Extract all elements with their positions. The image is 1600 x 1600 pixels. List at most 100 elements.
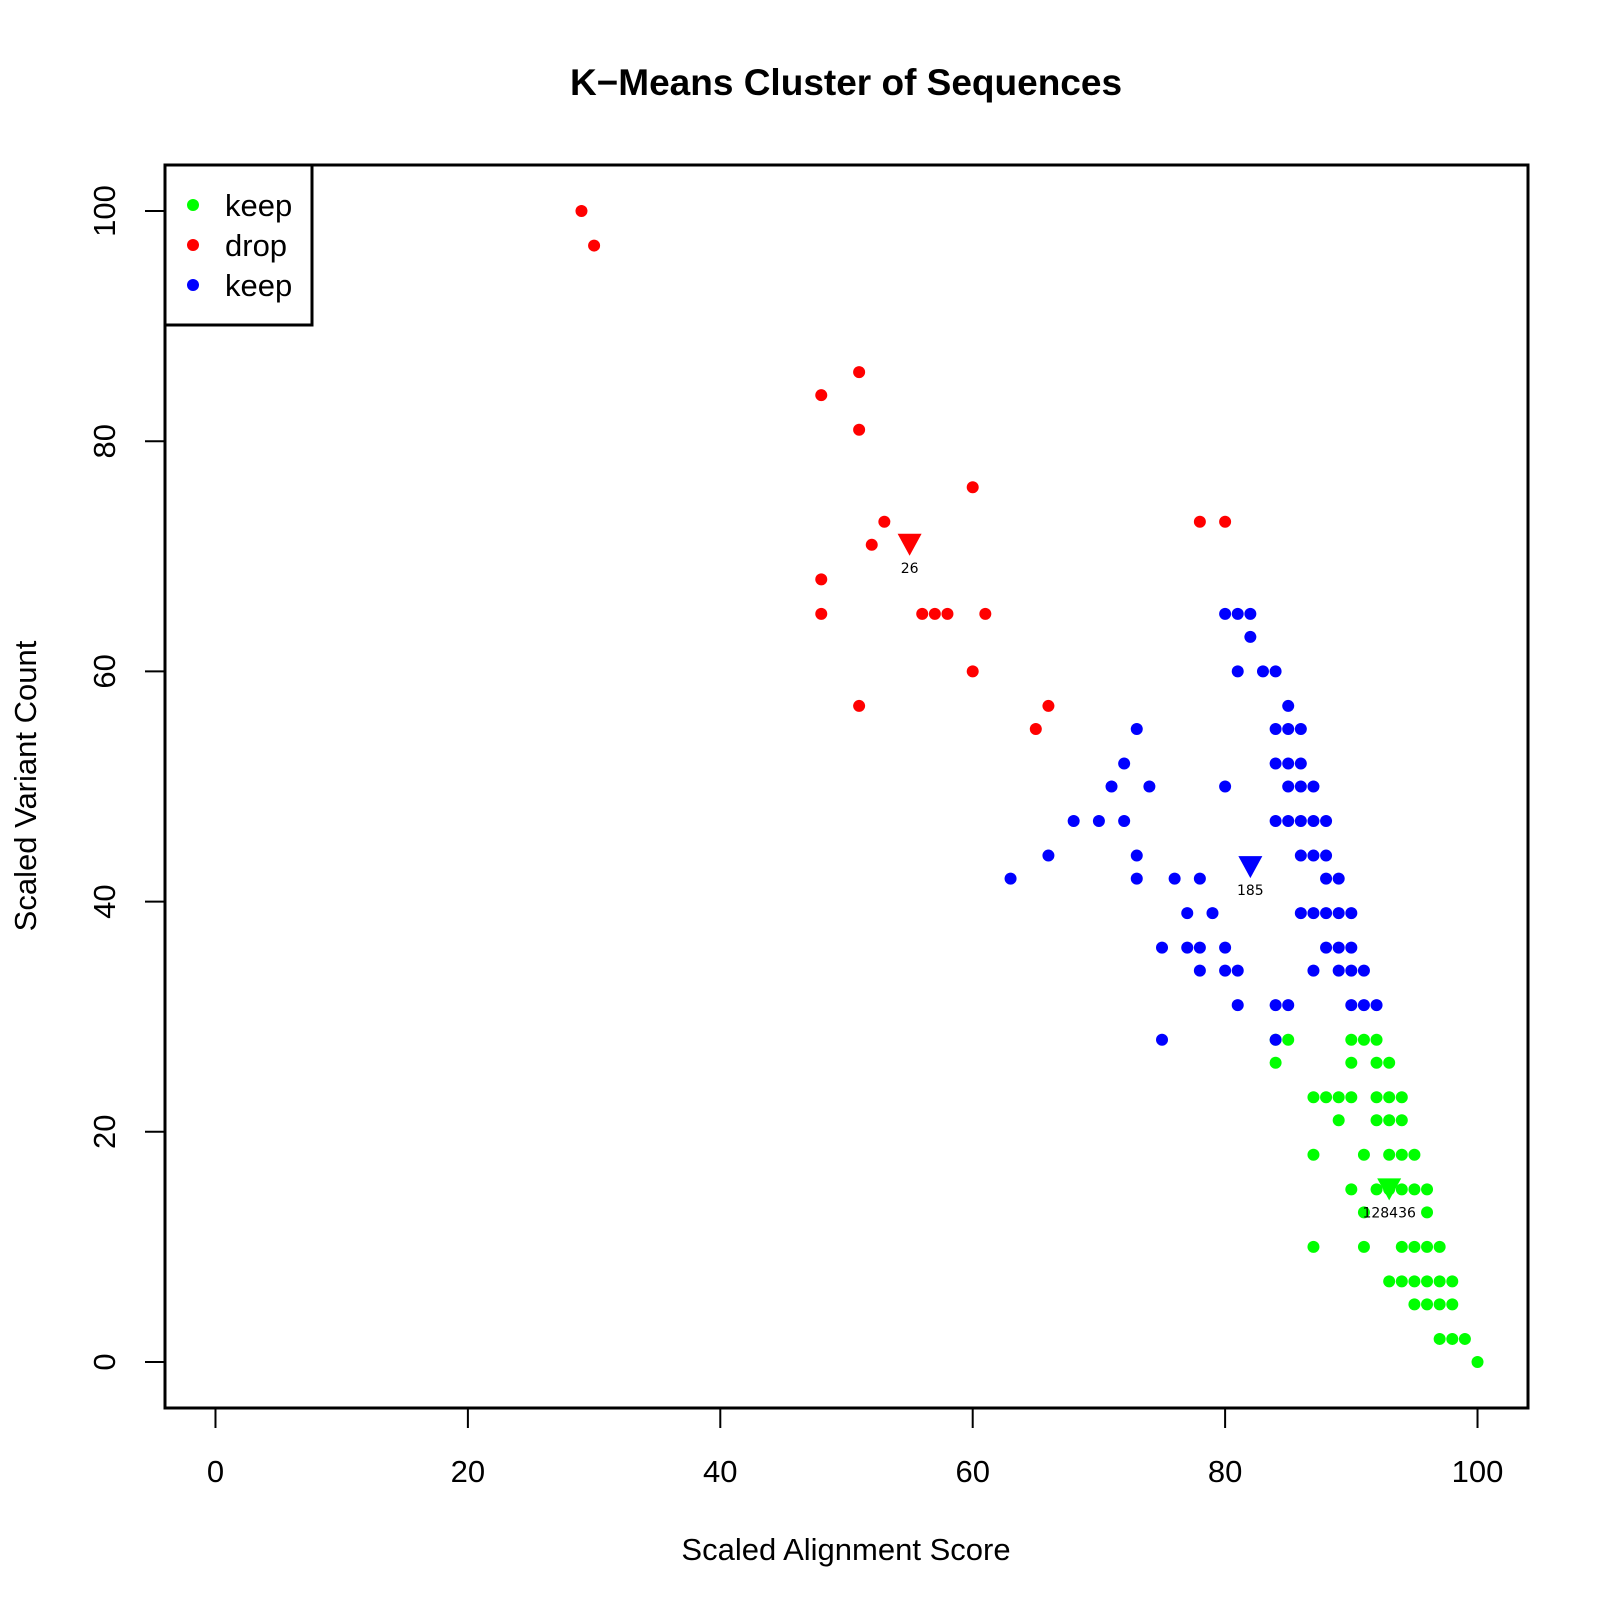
data-point (1294, 722, 1307, 735)
data-point (1370, 1183, 1383, 1196)
data-point (1408, 1148, 1421, 1161)
data-point (1332, 1114, 1345, 1127)
x-tick-label: 20 (451, 1454, 485, 1489)
data-point (1219, 780, 1232, 793)
data-point (1193, 515, 1206, 528)
data-point (1231, 964, 1244, 977)
data-point (1294, 849, 1307, 862)
data-point (1357, 1148, 1370, 1161)
data-point (1421, 1206, 1434, 1219)
data-point (1105, 780, 1118, 793)
data-point (1206, 907, 1219, 920)
data-point (1320, 815, 1333, 828)
data-point (1332, 907, 1345, 920)
data-point (1433, 1275, 1446, 1288)
data-point (1269, 815, 1282, 828)
data-point (1395, 1275, 1408, 1288)
chart-title: K−Means Cluster of Sequences (570, 62, 1122, 103)
data-point (1446, 1298, 1459, 1311)
data-point (1219, 515, 1232, 528)
data-point (1067, 815, 1080, 828)
data-point (1231, 665, 1244, 678)
data-point (1130, 722, 1143, 735)
x-tick-label: 100 (1452, 1454, 1504, 1489)
data-point (1357, 1206, 1370, 1219)
x-tick-label: 0 (207, 1454, 224, 1489)
legend-label: keep (225, 268, 292, 303)
data-point (853, 699, 866, 712)
y-axis: 0 20 40 60 80 100 (87, 185, 166, 1371)
data-point (1433, 1240, 1446, 1253)
data-point (1231, 999, 1244, 1012)
data-point (1320, 941, 1333, 954)
data-point (1307, 780, 1320, 793)
data-point (1357, 999, 1370, 1012)
legend: keep drop keep (163, 163, 314, 327)
data-point (1345, 1033, 1358, 1046)
data-point (1307, 849, 1320, 862)
data-point (1446, 1275, 1459, 1288)
data-point (1383, 1275, 1396, 1288)
data-point (941, 607, 954, 620)
data-point (1433, 1298, 1446, 1311)
data-point (1421, 1240, 1434, 1253)
data-point (1282, 1033, 1295, 1046)
plot-frame (163, 163, 1530, 1410)
data-point (1370, 1091, 1383, 1104)
data-point (1421, 1183, 1434, 1196)
data-point (1370, 999, 1383, 1012)
data-point (1395, 1240, 1408, 1253)
legend-marker (187, 279, 199, 291)
data-point (1446, 1332, 1459, 1345)
data-point (1143, 780, 1156, 793)
data-point (1294, 815, 1307, 828)
series-1-drop (575, 205, 1232, 735)
data-point (1307, 1148, 1320, 1161)
data-point (1042, 849, 1055, 862)
x-tick-label: 80 (1208, 1454, 1242, 1489)
data-point (1269, 1033, 1282, 1046)
y-tick-label: 60 (87, 654, 122, 688)
data-point (1332, 872, 1345, 885)
data-point (1458, 1332, 1471, 1345)
data-point (1092, 815, 1105, 828)
data-point (1320, 907, 1333, 920)
data-point (979, 607, 992, 620)
data-point (1042, 699, 1055, 712)
x-axis-label: Scaled Alignment Score (681, 1532, 1010, 1567)
data-point (1395, 1148, 1408, 1161)
data-point (853, 423, 866, 436)
series-0-keep (1269, 1033, 1484, 1368)
data-point (1345, 941, 1358, 954)
data-point (1282, 699, 1295, 712)
data-point (966, 481, 979, 494)
data-point (1320, 1091, 1333, 1104)
data-point (1269, 757, 1282, 770)
data-point (1244, 630, 1257, 643)
data-point (1282, 757, 1295, 770)
data-point (1181, 907, 1194, 920)
data-point (1370, 1114, 1383, 1127)
data-point (1345, 1183, 1358, 1196)
data-point (1156, 1033, 1169, 1046)
data-point (1408, 1275, 1421, 1288)
data-point (1282, 780, 1295, 793)
data-point (1395, 1183, 1408, 1196)
centroid-marker (897, 533, 922, 556)
data-point (1320, 872, 1333, 885)
data-point (1370, 1056, 1383, 1069)
data-point (1357, 1240, 1370, 1253)
data-point (1244, 607, 1257, 620)
data-point (1421, 1298, 1434, 1311)
y-tick-label: 40 (87, 884, 122, 918)
data-point (1294, 780, 1307, 793)
data-point (1421, 1275, 1434, 1288)
data-point (1408, 1298, 1421, 1311)
data-point (1307, 1240, 1320, 1253)
data-point (1395, 1114, 1408, 1127)
y-tick-label: 20 (87, 1115, 122, 1149)
x-tick-label: 60 (955, 1454, 989, 1489)
y-tick-label: 100 (87, 185, 122, 237)
data-point (1181, 941, 1194, 954)
